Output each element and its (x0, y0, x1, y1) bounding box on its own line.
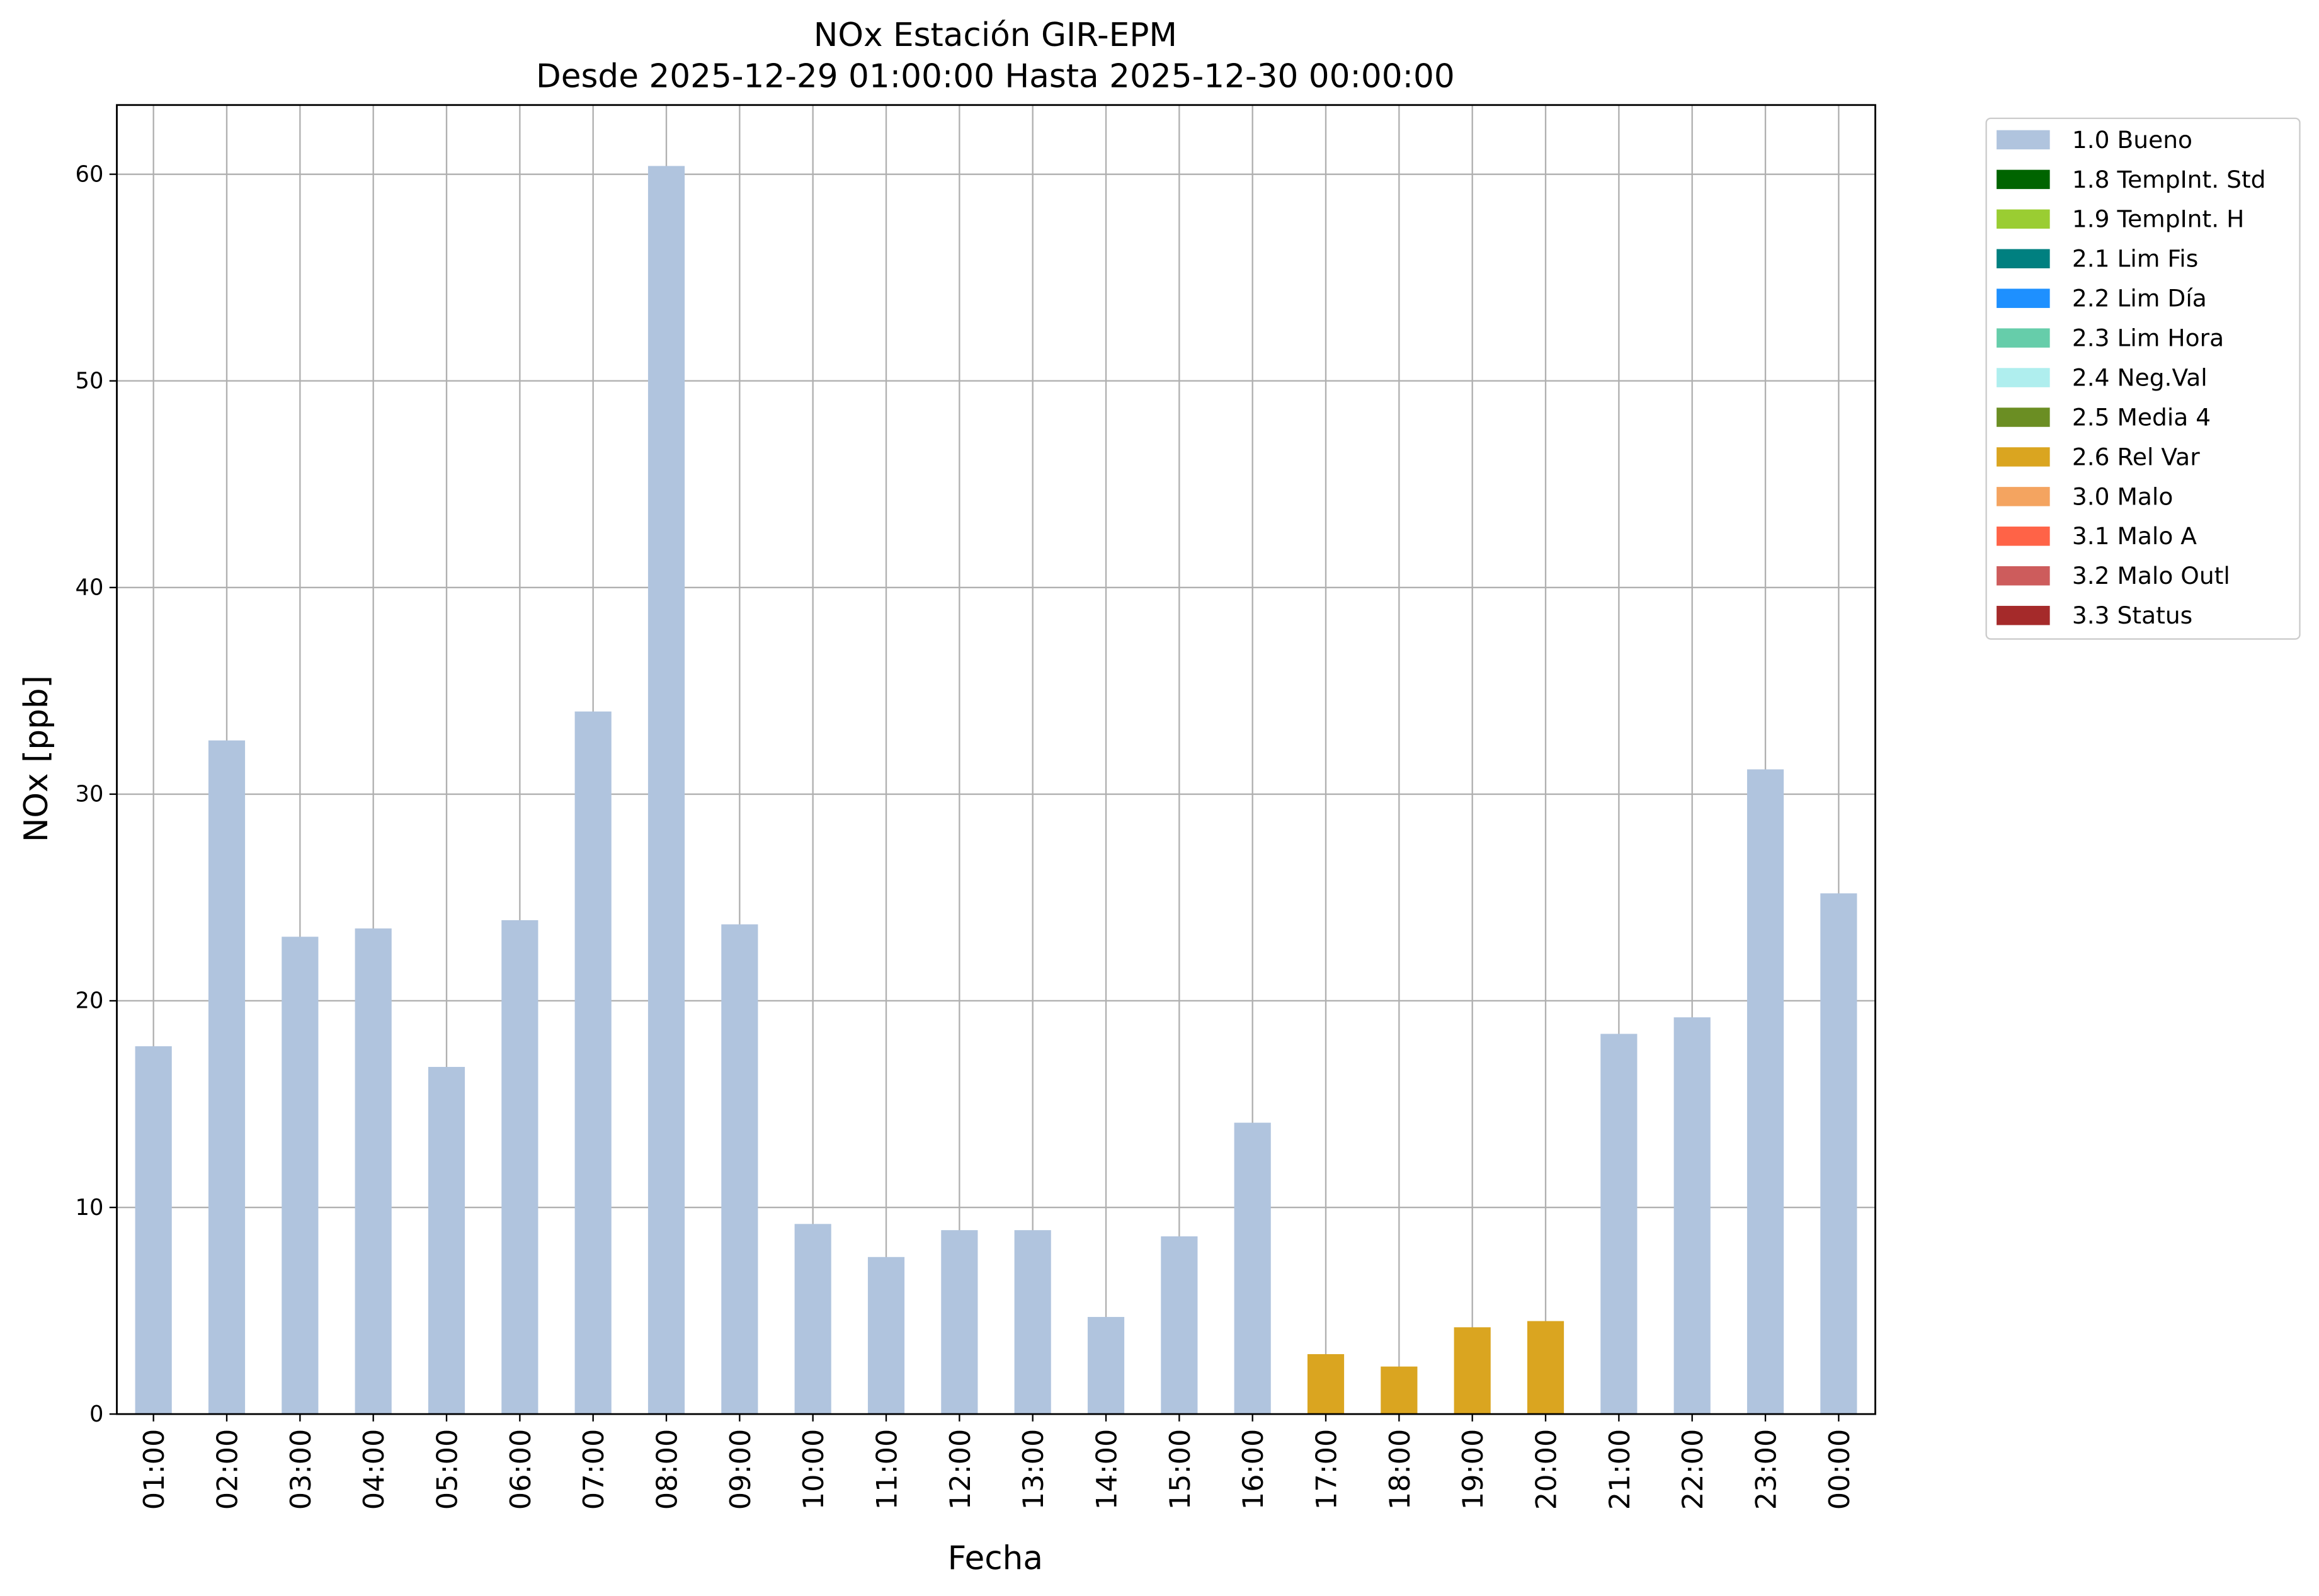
bar (501, 920, 538, 1415)
bar (1454, 1327, 1491, 1415)
legend-label: 3.1 Malo A (2072, 522, 2197, 550)
y-tick-label: 30 (76, 782, 104, 807)
bar (355, 928, 392, 1415)
bar (1234, 1122, 1271, 1415)
x-tick-label: 10:00 (797, 1429, 830, 1510)
y-tick-label: 0 (89, 1401, 103, 1427)
legend-swatch (1997, 249, 2050, 269)
bar (1746, 769, 1784, 1415)
x-tick-label: 21:00 (1604, 1429, 1636, 1510)
y-tick-label: 10 (76, 1195, 104, 1221)
x-tick-label: 09:00 (724, 1429, 757, 1510)
legend-label: 3.3 Status (2072, 601, 2192, 629)
bar (867, 1257, 905, 1415)
x-tick-label: 18:00 (1384, 1429, 1416, 1510)
x-tick-label: 11:00 (870, 1429, 903, 1510)
plot-frame (116, 104, 1876, 1415)
legend-label: 2.6 Rel Var (2072, 443, 2200, 470)
legend-swatch (1997, 328, 2050, 348)
x-tick-label: 15:00 (1164, 1429, 1197, 1510)
bar (1087, 1316, 1125, 1415)
chart-title: NOx Estación GIR-EPM (814, 16, 1177, 54)
bar (1307, 1354, 1345, 1415)
legend-swatch (1997, 527, 2050, 546)
legend-swatch (1997, 487, 2050, 506)
legend-label: 3.0 Malo (2072, 482, 2174, 510)
bar (282, 937, 319, 1415)
legend-label: 2.2 Lim Día (2072, 285, 2207, 312)
x-tick-label: 16:00 (1237, 1429, 1270, 1510)
y-axis-label: NOx [ppb] (18, 675, 55, 842)
bar (208, 740, 246, 1415)
x-tick-label: 05:00 (431, 1429, 464, 1510)
legend-swatch (1997, 169, 2050, 190)
bar (794, 1224, 831, 1415)
legend-label: 2.4 Neg.Val (2072, 363, 2208, 391)
legend-swatch (1997, 408, 2050, 427)
x-tick-label: 07:00 (578, 1429, 610, 1510)
legend-label: 1.0 Bueno (2072, 126, 2192, 154)
bar (647, 166, 685, 1415)
x-tick-label: 20:00 (1530, 1429, 1563, 1510)
legend-swatch (1997, 605, 2050, 625)
legend-label: 2.5 Media 4 (2072, 403, 2211, 431)
bar (1673, 1017, 1711, 1415)
legend-box (1985, 117, 2301, 640)
x-axis-label: Fecha (948, 1540, 1043, 1578)
bar (1014, 1230, 1051, 1415)
bar (721, 924, 758, 1415)
x-tick-label: 19:00 (1457, 1429, 1490, 1510)
bar (428, 1066, 465, 1415)
x-tick-label: 03:00 (285, 1429, 317, 1510)
x-tick-label: 23:00 (1750, 1429, 1782, 1510)
bar (135, 1046, 172, 1415)
x-tick-label: 08:00 (651, 1429, 683, 1510)
legend-swatch (1997, 209, 2050, 229)
legend-swatch (1997, 566, 2050, 586)
legend-swatch (1997, 288, 2050, 308)
bar (1161, 1236, 1198, 1415)
legend-label: 2.1 Lim Fis (2072, 245, 2198, 273)
x-tick-label: 17:00 (1310, 1429, 1343, 1510)
x-tick-label: 04:00 (358, 1429, 390, 1510)
legend-label: 3.2 Malo Outl (2072, 562, 2230, 590)
x-tick-label: 02:00 (211, 1429, 244, 1510)
legend-swatch (1997, 368, 2050, 387)
x-tick-label: 00:00 (1823, 1429, 1856, 1510)
x-tick-label: 14:00 (1090, 1429, 1123, 1510)
legend-label: 2.3 Lim Hora (2072, 324, 2224, 352)
x-tick-label: 13:00 (1017, 1429, 1050, 1510)
legend-swatch (1997, 130, 2050, 150)
y-tick-label: 20 (76, 988, 104, 1014)
y-tick-label: 40 (76, 575, 104, 601)
legend-label: 1.8 TempInt. Std (2072, 166, 2266, 193)
x-tick-label: 06:00 (504, 1429, 537, 1510)
chart-subtitle: Desde 2025-12-29 01:00:00 Hasta 2025-12-… (536, 58, 1455, 96)
bar (1600, 1034, 1638, 1415)
bar (1527, 1321, 1564, 1415)
y-tick-label: 50 (76, 368, 104, 394)
x-tick-label: 12:00 (944, 1429, 977, 1510)
bar (574, 711, 612, 1415)
y-tick-label: 60 (76, 161, 104, 187)
x-tick-label: 22:00 (1677, 1429, 1709, 1510)
legend-swatch (1997, 447, 2050, 467)
bar (941, 1230, 978, 1415)
bar (1820, 893, 1857, 1415)
bar (1381, 1366, 1418, 1415)
x-tick-label: 01:00 (138, 1429, 171, 1510)
legend-label: 1.9 TempInt. H (2072, 205, 2245, 233)
